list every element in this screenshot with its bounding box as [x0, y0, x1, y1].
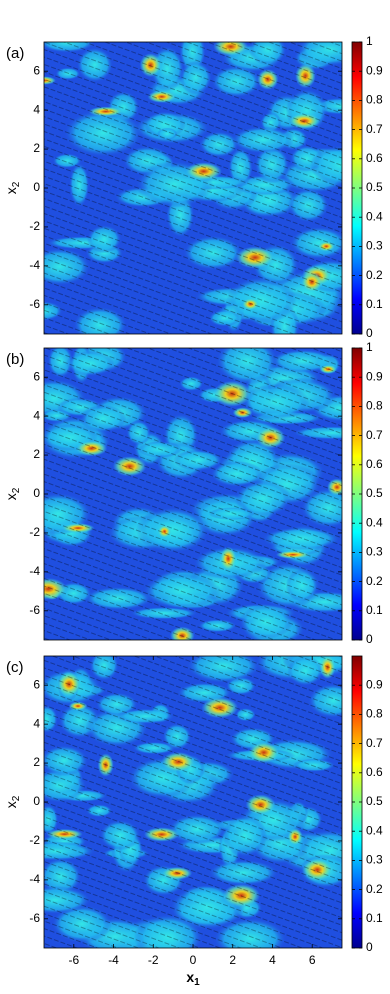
y-tick-label: -4 [29, 872, 40, 886]
colorbar-tick-label: 0.9 [366, 677, 383, 691]
y-tick-label: 4 [33, 408, 40, 422]
colorbar-tick-label: 0.9 [366, 63, 383, 77]
x-tick-label: -4 [108, 953, 119, 967]
y-tick-label: 4 [33, 716, 40, 730]
y-tick-label: 0 [33, 180, 40, 194]
y-tick-label: -2 [29, 833, 40, 847]
colorbar-tick-label: 0.8 [366, 399, 383, 413]
colorbar-tick-label: 0.2 [366, 574, 383, 588]
y-label-symbol: x [3, 493, 19, 500]
colorbar-tick-label: 0.8 [366, 93, 383, 107]
y-tick-label: -2 [29, 219, 40, 233]
field [44, 656, 342, 948]
colorbar-tick-label: 0 [366, 940, 373, 954]
x-tick-label: -2 [148, 953, 159, 967]
y-tick-label: 6 [33, 63, 40, 77]
colorbar-tick-label: 0.5 [366, 486, 383, 500]
y-label-symbol: x [3, 801, 19, 808]
colorbar-tick-label: 0.8 [366, 707, 383, 721]
colorbar-tick-label: 0.6 [366, 151, 383, 165]
colorbar-tick-label: 0.3 [366, 239, 383, 253]
x-label-subscript: 1 [194, 977, 200, 988]
y-label-subscript: 2 [11, 181, 22, 187]
colorbar-tick-label: 0.6 [366, 457, 383, 471]
y-tick-label: 0 [33, 794, 40, 808]
colorbar-tick-label: 0.7 [366, 428, 383, 442]
y-tick-label: -2 [29, 525, 40, 539]
colorbar-tick-label: 0.2 [366, 882, 383, 896]
colorbar-tick-label: 0.3 [366, 853, 383, 867]
colorbar-tick-label: 0.4 [366, 515, 383, 529]
colorbar-tick-label: 0.7 [366, 122, 383, 136]
y-label-subscript: 2 [11, 795, 22, 801]
field [44, 42, 342, 334]
colorbar-tick-label: 0.2 [366, 268, 383, 282]
panel: (b)x2-6-4-2024600.10.20.30.40.50.60.70.8… [3, 340, 383, 646]
colorbar-tick-label: 0 [366, 632, 373, 646]
colorbar-tick-label: 0.4 [366, 209, 383, 223]
colorbar-tick-label: 0.5 [366, 180, 383, 194]
y-tick-label: -4 [29, 564, 40, 578]
y-tick-label: 2 [33, 755, 40, 769]
y-tick-label: -4 [29, 258, 40, 272]
colorbar-tick-label: 1 [366, 340, 373, 354]
vector-arrows [44, 348, 342, 640]
y-tick-label: -6 [29, 911, 40, 925]
y-axis-label: x2 [3, 181, 22, 194]
x-tick-label: 4 [269, 953, 276, 967]
y-tick-label: -6 [29, 603, 40, 617]
x-label-symbol: x [186, 969, 194, 985]
y-tick-label: 2 [33, 447, 40, 461]
colorbar-tick-label: 0.1 [366, 603, 383, 617]
colorbar-tick-label: 0.3 [366, 545, 383, 559]
colorbar-tick-label: 0 [366, 326, 373, 340]
y-tick-label: 6 [33, 369, 40, 383]
vector-arrows [44, 42, 342, 334]
colorbar-tick-label: 0.1 [366, 911, 383, 925]
x-tick-label: 2 [229, 953, 236, 967]
y-label-symbol: x [3, 187, 19, 194]
y-label-subscript: 2 [11, 487, 22, 493]
colorbar-tick-label: 0.4 [366, 823, 383, 837]
y-tick-label: 0 [33, 486, 40, 500]
panel-label: (a) [6, 45, 24, 62]
colorbar-tick-label: 0.7 [366, 736, 383, 750]
colorbar-tick-label: 0.6 [366, 765, 383, 779]
colorbar-tick-label: 0.1 [366, 297, 383, 311]
x-axis-label: x1 [186, 969, 200, 988]
y-tick-label: 4 [33, 102, 40, 116]
x-tick-label: -6 [68, 953, 79, 967]
x-tick-label: 0 [190, 953, 197, 967]
colorbar-tick-label: 0.5 [366, 794, 383, 808]
panel-label: (b) [6, 351, 24, 368]
y-tick-label: 2 [33, 141, 40, 155]
y-axis-label: x2 [3, 795, 22, 808]
panel: (a)x2-6-4-2024600.10.20.30.40.50.60.70.8… [3, 34, 383, 340]
field [44, 348, 342, 640]
colorbar-tick-label: 1 [366, 34, 373, 48]
panel-label: (c) [6, 659, 24, 676]
vector-arrows [44, 656, 342, 948]
colorbar-tick-label: 0.9 [366, 369, 383, 383]
x-tick-label: 6 [309, 953, 316, 967]
y-axis-label: x2 [3, 487, 22, 500]
y-tick-label: 6 [33, 677, 40, 691]
y-tick-label: -6 [29, 297, 40, 311]
